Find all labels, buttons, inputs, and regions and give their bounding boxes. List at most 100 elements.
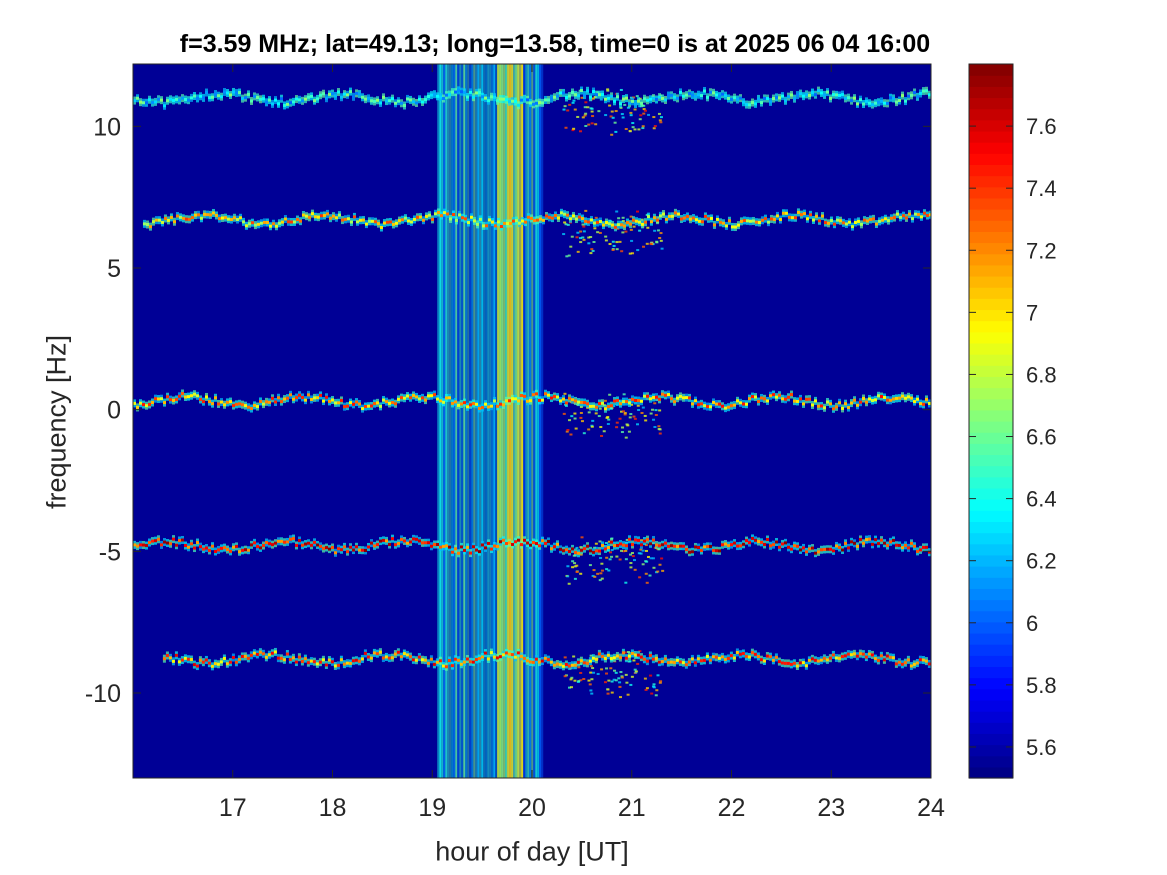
disturbance-pixel [573,417,577,420]
x-tick-label: 17 [219,794,247,822]
colorbar-segment [969,275,1013,288]
trace-core [274,224,278,228]
disturbance-pixel [606,688,610,691]
disturbance-pixel [615,555,619,558]
trace-core [267,653,271,657]
disturbance-pixel [659,232,663,235]
trace-core [847,406,850,410]
disturbance-pixel [658,409,662,412]
trace-core [268,400,271,404]
trace-core [480,655,484,659]
colorbar-segment [969,499,1013,511]
disturbance-pixel [640,411,644,414]
trace-core [163,401,166,405]
trace-core [693,661,697,665]
colorbar-segment [969,566,1013,578]
trace-core [862,397,865,401]
trace-core [739,96,742,100]
trace-core [145,101,148,105]
trace-core [187,217,191,221]
disturbance-pixel [628,130,632,133]
trace-core [889,540,892,544]
disturbance-pixel [599,426,603,429]
trace-core [190,394,193,398]
trace-core [370,404,373,408]
trace-core [853,96,856,100]
disturbance-pixel [614,679,618,682]
trace-core [718,94,721,98]
trace-core [202,547,205,551]
trace-core [898,99,901,103]
trace-core [865,400,868,404]
trace-core [478,406,481,410]
noise-streak [495,64,498,778]
noise-streak [469,64,472,778]
disturbance-pixel [625,538,629,541]
noise-streak [489,64,492,778]
noise-streak [515,64,518,778]
trace-core [358,92,361,96]
disturbance-pixel [608,243,612,246]
disturbance-pixel [654,409,658,412]
disturbance-pixel [620,675,624,678]
trace-core [703,89,706,93]
trace-core [856,403,859,407]
trace-core [283,217,287,221]
disturbance-pixel [637,128,641,131]
trace-core [751,395,754,399]
trace-core [508,399,511,403]
trace-core [412,537,415,541]
disturbance-pixel [577,680,581,683]
trace-core [211,95,214,99]
trace-core [175,397,178,401]
trace-core [787,95,790,99]
trace-core [411,658,415,662]
trace-core [640,101,643,105]
trace-core [550,97,553,101]
trace-core [457,403,460,407]
trace-core [664,393,667,397]
trace-core [880,218,884,222]
disturbance-pixel [587,411,591,414]
trace-core [870,653,874,657]
trace-core [295,218,299,222]
trace-core [547,539,550,543]
trace-core [373,99,376,103]
trace-core [775,395,778,399]
trace-core [358,402,361,406]
trace-core [382,398,385,402]
disturbance-pixel [629,562,633,565]
trace-core [216,662,220,666]
trace-core [208,213,212,217]
trace-core [319,93,322,97]
disturbance-pixel [620,250,624,253]
trace-core [805,550,808,554]
trace-core [513,655,517,659]
disturbance-pixel [629,683,633,686]
disturbance-pixel [593,546,597,549]
trace-core [286,102,289,106]
disturbance-pixel [581,116,585,119]
trace-core [441,664,445,668]
disturbance-pixel [588,683,592,686]
trace-core [349,401,352,405]
trace-core [634,398,637,402]
trace-core [454,400,457,404]
disturbance-pixel [624,673,628,676]
trace-core [466,405,469,409]
trace-core [169,398,172,402]
trace-core [817,89,820,93]
trace-core [730,98,733,102]
disturbance-pixel [633,417,637,420]
trace-core [352,548,355,552]
trace-core [607,96,610,100]
trace-core [268,224,272,228]
trace-core [445,396,448,400]
colorbar-segment [969,487,1013,500]
noise-streak [473,64,476,778]
disturbance-pixel [581,236,585,239]
disturbance-pixel [653,425,657,428]
trace-core [520,543,523,547]
trace-core [448,93,451,97]
colorbar-segment [969,510,1013,523]
